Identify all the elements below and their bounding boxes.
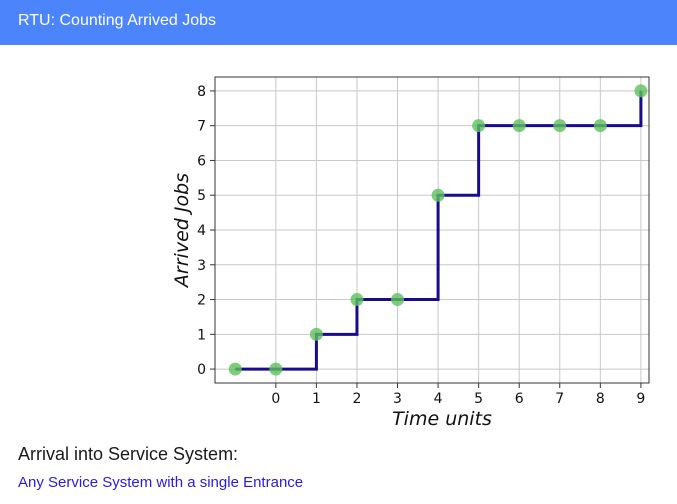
x-tick-label: 8 [596,391,605,407]
arrival-point [391,293,405,307]
arrival-point [593,119,607,133]
arrival-point [553,119,567,133]
arrival-point [472,119,486,133]
y-tick-label: 5 [197,188,206,204]
x-axis-label: Time units [392,408,492,430]
arrival-point [269,362,283,376]
y-tick-label: 6 [197,153,206,169]
y-tick-label: 8 [197,84,206,100]
service-system-link[interactable]: Any Service System with a single Entranc… [18,474,304,491]
y-axis-label: Arrived Jobs [171,173,193,289]
y-tick-label: 1 [197,327,206,343]
x-tick-label: 2 [353,391,362,407]
arrival-point [512,119,526,133]
x-tick-label: 0 [271,391,280,407]
chart-svg: 0 1 2 3 4 5 6 7 8 9 0 1 2 3 4 5 6 7 8 Time units Arrived Job… [171,76,650,430]
app-title: RTU: Counting Arrived Jobs [18,12,217,29]
x-tick-label: 9 [636,391,645,407]
x-tick-label: 5 [474,391,483,407]
arrival-point [228,362,242,376]
x-tick-label: 1 [312,391,321,407]
x-tick-label: 6 [515,391,524,407]
app-header: RTU: Counting Arrived Jobs [0,0,677,45]
arrival-point [309,327,323,341]
y-tick-label: 4 [197,223,206,239]
y-tick-label: 0 [197,362,206,378]
y-tick-label: 7 [197,119,206,135]
x-tick-label: 3 [393,391,402,407]
x-tick-label: 4 [434,391,443,407]
arrived-jobs-chart: 0 1 2 3 4 5 6 7 8 9 0 1 2 3 4 5 6 7 8 Time units Arrived Job… [160,70,660,435]
arrivals-step-line [235,90,643,371]
arrival-point [634,84,648,98]
y-tick-label: 3 [197,258,206,274]
x-tick-label: 7 [555,391,564,407]
section-heading: Arrival into Service System: [18,444,239,464]
arrival-point [431,188,445,202]
arrival-point [350,293,364,307]
y-tick-label: 2 [197,293,206,309]
